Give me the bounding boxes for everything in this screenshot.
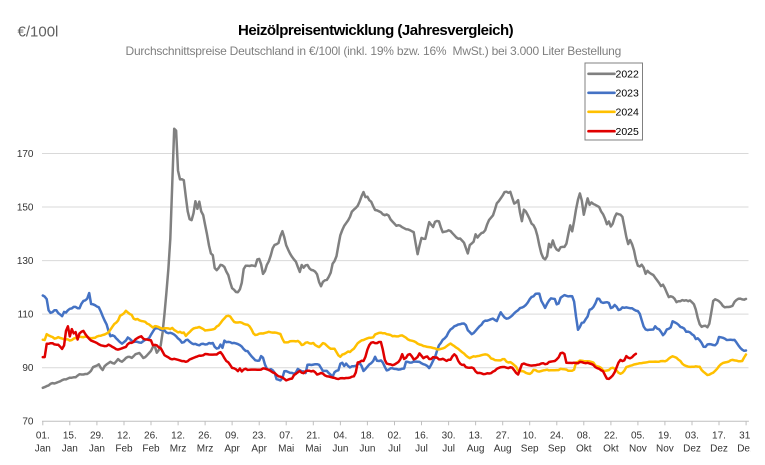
svg-text:Jul: Jul — [442, 444, 455, 455]
svg-text:170: 170 — [17, 149, 34, 160]
svg-text:16.: 16. — [415, 431, 429, 442]
svg-text:Jan: Jan — [62, 444, 78, 455]
svg-text:30.: 30. — [442, 431, 456, 442]
svg-text:130: 130 — [17, 256, 34, 267]
svg-text:Dez: Dez — [737, 444, 755, 455]
svg-text:70: 70 — [22, 417, 34, 428]
svg-text:2025: 2025 — [616, 126, 640, 138]
svg-text:Mrz: Mrz — [170, 444, 187, 455]
svg-text:26.: 26. — [144, 431, 158, 442]
svg-text:Okt: Okt — [576, 444, 592, 455]
svg-text:07.: 07. — [279, 431, 293, 442]
svg-text:90: 90 — [22, 363, 34, 374]
svg-text:Jul: Jul — [415, 444, 428, 455]
svg-text:Jun: Jun — [332, 444, 348, 455]
svg-text:Okt: Okt — [603, 444, 619, 455]
svg-text:Dez: Dez — [710, 444, 728, 455]
svg-text:12.: 12. — [117, 431, 131, 442]
svg-text:31.: 31. — [739, 431, 753, 442]
svg-text:29.: 29. — [90, 431, 104, 442]
svg-text:26.: 26. — [198, 431, 212, 442]
svg-text:08.: 08. — [577, 431, 591, 442]
svg-text:Mrz: Mrz — [197, 444, 214, 455]
svg-text:€/100l: €/100l — [18, 24, 59, 41]
svg-text:Aug: Aug — [467, 444, 485, 455]
svg-text:Jul: Jul — [388, 444, 401, 455]
svg-text:2023: 2023 — [616, 88, 640, 100]
svg-text:01.: 01. — [36, 431, 50, 442]
svg-text:2024: 2024 — [616, 107, 640, 119]
svg-text:21.: 21. — [306, 431, 320, 442]
svg-text:Durchschnittspreise Deutschlan: Durchschnittspreise Deutschland in €/100… — [126, 44, 622, 58]
svg-text:Feb: Feb — [142, 444, 160, 455]
svg-text:10.: 10. — [523, 431, 537, 442]
svg-text:13.: 13. — [469, 431, 483, 442]
svg-text:Jun: Jun — [359, 444, 375, 455]
svg-text:04.: 04. — [333, 431, 347, 442]
svg-text:23.: 23. — [252, 431, 266, 442]
svg-text:02.: 02. — [388, 431, 402, 442]
svg-text:Jan: Jan — [35, 444, 51, 455]
svg-text:Jan: Jan — [89, 444, 105, 455]
svg-text:24.: 24. — [550, 431, 564, 442]
svg-text:Mai: Mai — [305, 444, 321, 455]
svg-text:05.: 05. — [631, 431, 645, 442]
svg-text:Nov: Nov — [629, 444, 647, 455]
svg-text:Mai: Mai — [278, 444, 294, 455]
svg-text:09.: 09. — [225, 431, 239, 442]
svg-text:2022: 2022 — [616, 69, 640, 81]
svg-text:03.: 03. — [685, 431, 699, 442]
svg-text:Feb: Feb — [115, 444, 133, 455]
svg-text:150: 150 — [17, 203, 34, 214]
svg-text:22.: 22. — [604, 431, 618, 442]
svg-text:18.: 18. — [360, 431, 374, 442]
svg-text:12.: 12. — [171, 431, 185, 442]
svg-text:Sep: Sep — [521, 444, 539, 455]
svg-text:110: 110 — [18, 310, 34, 321]
svg-text:27.: 27. — [496, 431, 510, 442]
svg-text:Aug: Aug — [494, 444, 512, 455]
svg-text:Apr: Apr — [224, 444, 240, 455]
svg-text:Dez: Dez — [683, 444, 701, 455]
svg-text:19.: 19. — [658, 431, 672, 442]
svg-text:Sep: Sep — [548, 444, 566, 455]
svg-text:Heizölpreisentwicklung (Jahres: Heizölpreisentwicklung (Jahresvergleich) — [238, 22, 514, 39]
svg-text:17.: 17. — [712, 431, 726, 442]
svg-text:Apr: Apr — [251, 444, 267, 455]
svg-text:15.: 15. — [63, 431, 77, 442]
svg-text:Nov: Nov — [656, 444, 674, 455]
